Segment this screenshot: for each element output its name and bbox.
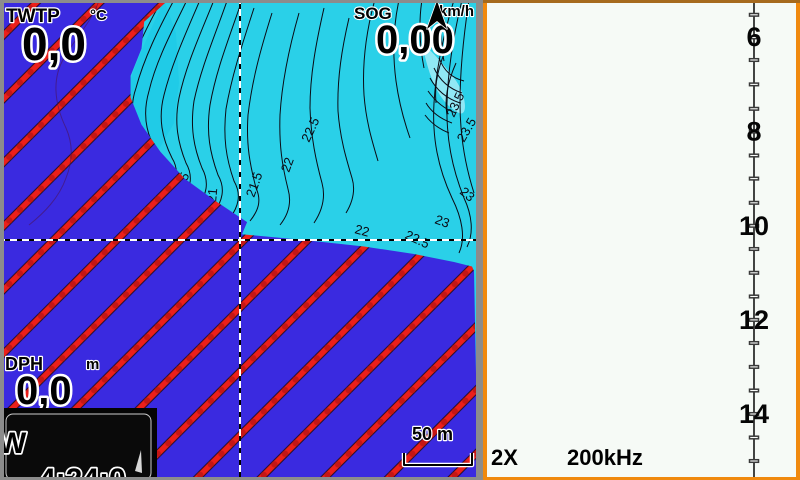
svg-text:0,0: 0,0 — [16, 369, 72, 413]
svg-text:8: 8 — [746, 117, 761, 147]
svg-text:200kHz: 200kHz — [567, 445, 643, 470]
svg-text:°C: °C — [90, 7, 107, 24]
svg-text:10: 10 — [739, 211, 769, 241]
svg-text:50 m: 50 m — [412, 424, 453, 444]
svg-text:2X: 2X — [491, 445, 518, 470]
svg-text:12: 12 — [739, 305, 769, 335]
svg-text:0,0: 0,0 — [22, 18, 86, 70]
svg-text:4:24:0: 4:24:0 — [39, 463, 126, 477]
svg-text:6: 6 — [746, 22, 761, 52]
svg-text:14: 14 — [739, 399, 769, 429]
svg-text:W: W — [4, 427, 27, 460]
svg-text:m: m — [86, 356, 99, 373]
